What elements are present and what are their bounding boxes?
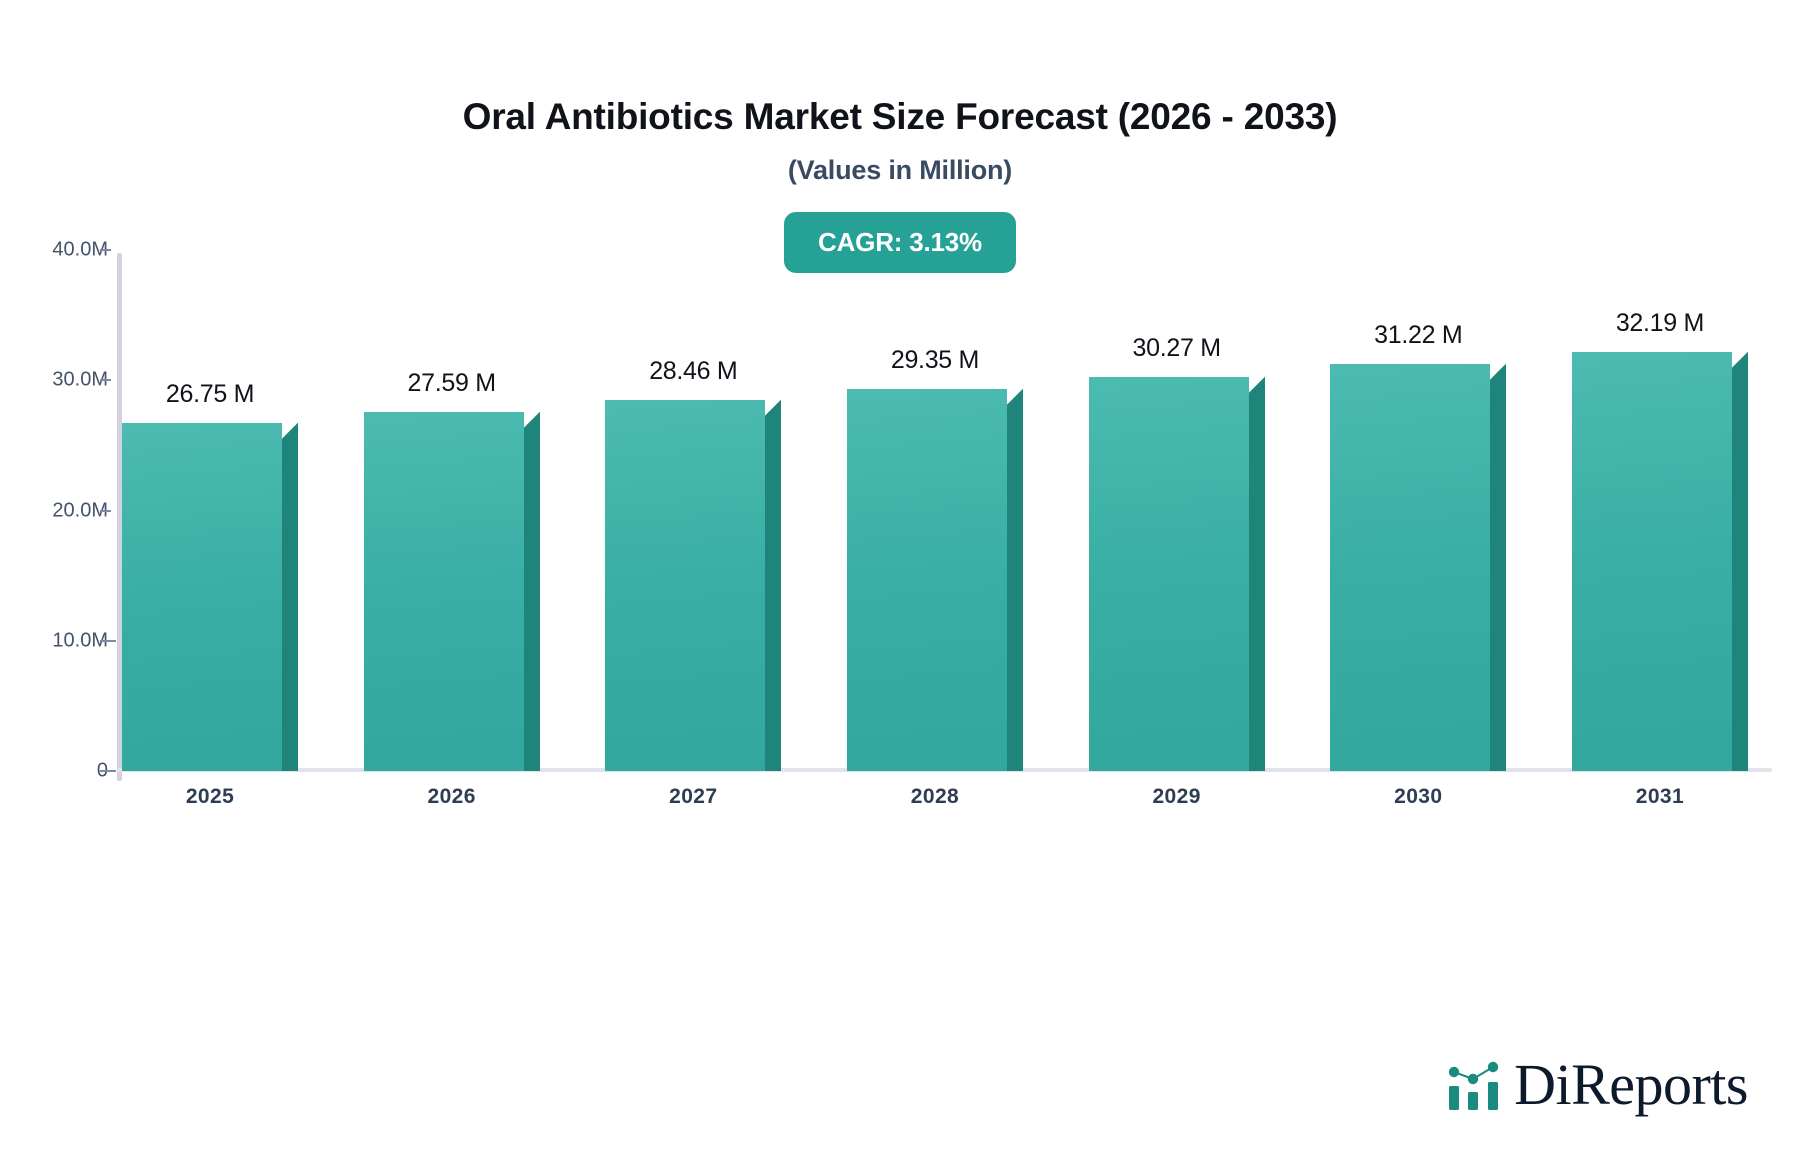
bar-chart-logo-icon <box>1446 1058 1504 1112</box>
page-title: Oral Antibiotics Market Size Forecast (2… <box>462 96 1338 137</box>
bar-value-label: 27.59 M <box>407 368 497 397</box>
x-axis-label: 2030 <box>1394 785 1443 808</box>
bar[interactable] <box>1571 351 1748 771</box>
y-axis-tick <box>100 770 116 772</box>
bar-value-label: 32.19 M <box>1615 308 1705 337</box>
bar[interactable] <box>122 422 298 771</box>
bar-front-face <box>1330 364 1491 771</box>
x-axis-label: 2027 <box>669 785 718 808</box>
bar-group[interactable]: 30.27 M <box>1088 250 1289 771</box>
bar-value-label: 28.46 M <box>649 357 738 386</box>
bar[interactable] <box>1330 364 1507 771</box>
bar-side-face <box>282 438 298 771</box>
bar-group[interactable]: 29.35 M <box>846 250 1047 771</box>
bar-group[interactable]: 32.19 M <box>1571 250 1772 771</box>
x-axis-label: 2031 <box>1635 785 1685 808</box>
bar[interactable] <box>846 388 1023 771</box>
bar-top-bevel <box>1731 351 1748 368</box>
brand-name: DiReports <box>1514 1052 1748 1117</box>
x-axis-label: 2025 <box>185 785 235 808</box>
bar-group[interactable]: 27.59 M <box>363 250 564 771</box>
bar-series: 26.75 M 27.59 M 28.46 M 29.35 M 30.27 M 31.22… <box>122 250 1772 771</box>
y-axis-line <box>117 253 122 781</box>
bar-top-bevel <box>1490 364 1507 381</box>
y-axis-label: 40.0M <box>52 238 108 261</box>
x-axis-tick-labels: 2025 2026 2027 2028 2029 2030 2031 <box>122 785 1772 809</box>
bar-side-face <box>765 416 782 771</box>
y-axis-label: 10.0M <box>52 629 108 652</box>
cagr-badge: CAGR: 3.13% <box>784 211 1016 273</box>
bar-side-face <box>1490 380 1507 771</box>
cagr-badge-wrap: CAGR: 3.13% <box>0 211 1800 273</box>
bar-front-face <box>846 388 1007 771</box>
bar-top-bevel <box>1248 376 1265 393</box>
bar-value-label: 29.35 M <box>890 345 980 374</box>
y-axis-tick <box>100 509 111 512</box>
y-axis-label: 20.0M <box>52 499 108 521</box>
chart-subtitle: (Values in Million) <box>787 154 1013 185</box>
bar-front-face <box>122 422 282 771</box>
x-axis-label: 2026 <box>427 785 476 808</box>
bar[interactable] <box>363 411 540 771</box>
bar[interactable] <box>605 400 782 771</box>
bar-front-face <box>363 411 524 771</box>
y-axis-tick <box>100 249 111 251</box>
bar-group[interactable]: 26.75 M <box>122 250 322 771</box>
bar-front-face <box>1088 376 1249 771</box>
bar-side-face <box>523 427 540 771</box>
bar-top-bevel <box>523 411 540 428</box>
bar-side-face <box>1248 392 1265 771</box>
x-axis-label: 2029 <box>1152 785 1201 808</box>
bar-value-label: 26.75 M <box>165 379 255 408</box>
bar-side-face <box>1006 404 1023 771</box>
bar-value-label: 30.27 M <box>1132 333 1222 362</box>
bar-group[interactable]: 31.22 M <box>1330 250 1530 771</box>
bar-front-face <box>1571 351 1732 771</box>
y-axis-tick <box>100 639 116 642</box>
bar-top-bevel <box>282 422 298 439</box>
bar-value-label: 31.22 M <box>1374 321 1463 350</box>
bar[interactable] <box>1088 376 1265 771</box>
bar-top-bevel <box>1006 388 1023 405</box>
y-axis-label: 30.0M <box>52 368 108 391</box>
bar-top-bevel <box>765 400 782 417</box>
brand-logo: DiReports <box>1446 1056 1748 1114</box>
bar-side-face <box>1731 367 1748 771</box>
bar-front-face <box>605 400 766 771</box>
chart-header: Oral Antibiotics Market Size Forecast (2… <box>0 0 1800 273</box>
x-axis-label: 2028 <box>910 785 960 808</box>
y-axis-tick <box>100 379 111 382</box>
bar-group[interactable]: 28.46 M <box>605 250 805 771</box>
